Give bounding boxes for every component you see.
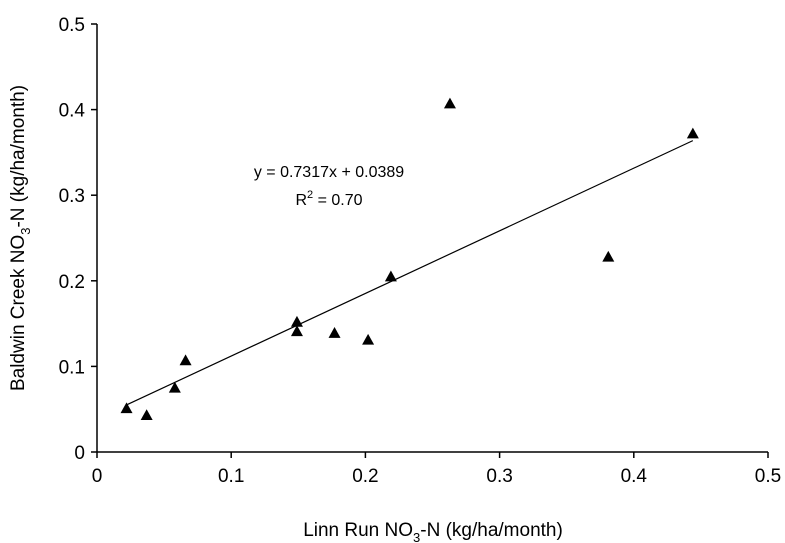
x-tick-label: 0.2 bbox=[352, 466, 378, 487]
y-tick-label: 0.5 bbox=[59, 15, 85, 36]
data-point bbox=[328, 327, 341, 338]
y-tick-label: 0 bbox=[74, 443, 85, 464]
data-point bbox=[686, 127, 699, 139]
y-axis-ticks: 0 0.1 0.2 0.3 0.4 0.5 bbox=[59, 15, 97, 464]
data-points bbox=[120, 97, 699, 420]
y-tick-label: 0.2 bbox=[59, 272, 85, 293]
data-point bbox=[362, 333, 375, 345]
data-point bbox=[384, 270, 397, 282]
x-tick-label: 0 bbox=[92, 466, 103, 487]
data-point bbox=[290, 315, 303, 327]
y-tick-label: 0.3 bbox=[59, 186, 85, 207]
data-point bbox=[140, 409, 153, 420]
y-axis-title: Baldwin Creek NO3-N (kg/ha/month) bbox=[8, 85, 33, 391]
data-point bbox=[179, 354, 192, 366]
r-squared-label: R2 = 0.70 bbox=[295, 189, 362, 209]
x-axis-title: Linn Run NO3-N (kg/ha/month) bbox=[303, 520, 563, 543]
y-tick-label: 0.4 bbox=[59, 101, 86, 122]
trendline-equation: y = 0.7317x + 0.0389 bbox=[254, 164, 404, 181]
x-tick-label: 0.5 bbox=[755, 466, 781, 487]
data-point bbox=[290, 325, 303, 337]
x-tick-label: 0.1 bbox=[218, 466, 244, 487]
x-tick-label: 0.3 bbox=[486, 466, 512, 487]
trendline bbox=[126, 140, 694, 406]
plot-area bbox=[96, 24, 768, 453]
trendline-group bbox=[126, 140, 694, 406]
data-point bbox=[443, 97, 456, 109]
x-axis-ticks: 0 0.1 0.2 0.3 0.4 0.5 bbox=[92, 452, 781, 487]
data-point bbox=[602, 250, 615, 262]
y-tick-label: 0.1 bbox=[59, 357, 85, 378]
data-point bbox=[120, 402, 133, 414]
data-point bbox=[168, 381, 181, 393]
x-tick-label: 0.4 bbox=[621, 466, 648, 487]
